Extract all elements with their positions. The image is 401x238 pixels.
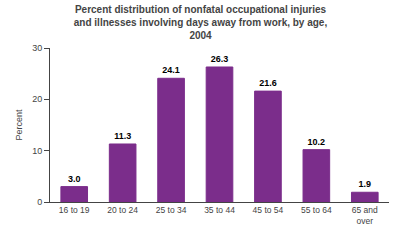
svg-text:20: 20	[32, 94, 42, 104]
svg-text:20 to 24: 20 to 24	[107, 205, 138, 215]
svg-text:3.0: 3.0	[68, 174, 81, 184]
svg-text:Percent: Percent	[14, 109, 24, 141]
svg-text:21.6: 21.6	[259, 78, 277, 88]
svg-text:24.1: 24.1	[162, 65, 180, 75]
svg-text:55 to 64: 55 to 64	[301, 205, 332, 215]
svg-text:26.3: 26.3	[211, 54, 229, 64]
svg-text:16 to 19: 16 to 19	[59, 205, 90, 215]
svg-text:Percent distribution of nonfat: Percent distribution of nonfatal occupat…	[74, 4, 328, 41]
svg-text:30: 30	[32, 43, 42, 53]
svg-text:1.9: 1.9	[359, 179, 372, 189]
svg-text:25 to 34: 25 to 34	[156, 205, 187, 215]
svg-text:10: 10	[32, 146, 42, 156]
svg-text:10.2: 10.2	[308, 137, 326, 147]
svg-text:45 to 54: 45 to 54	[253, 205, 284, 215]
svg-text:11.3: 11.3	[114, 131, 131, 141]
svg-text:65 andover: 65 andover	[352, 205, 378, 226]
svg-text:0: 0	[37, 197, 42, 207]
svg-text:35 to 44: 35 to 44	[204, 205, 235, 215]
